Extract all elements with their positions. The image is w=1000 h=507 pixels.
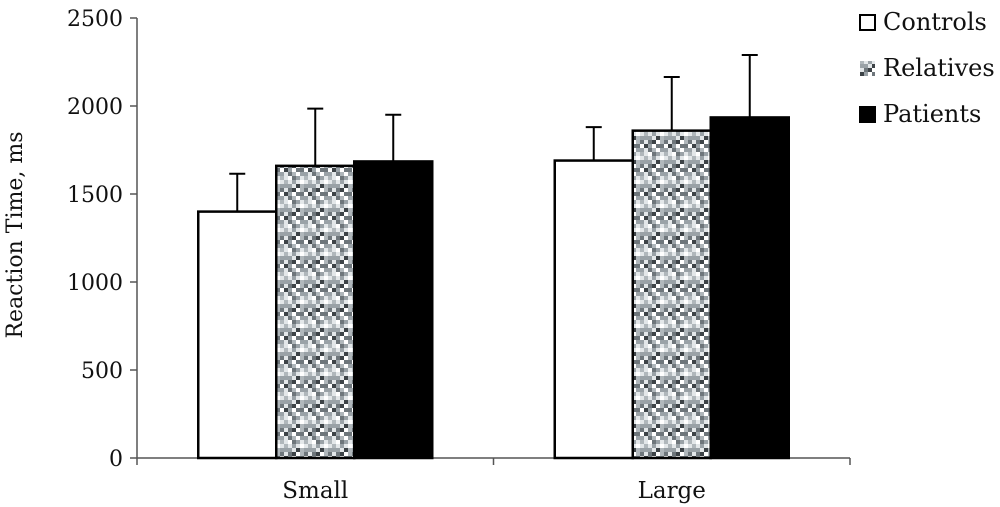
x-category-label: Small bbox=[282, 478, 348, 504]
bars-group: Small Large bbox=[197, 53, 790, 504]
y-tick-label: 0 bbox=[109, 447, 123, 472]
bar-patients-large bbox=[709, 116, 790, 460]
legend: Controls Relatives Patients bbox=[859, 8, 995, 128]
bar-patients-small bbox=[353, 160, 434, 460]
legend-label-relatives: Relatives bbox=[883, 54, 995, 82]
legend-swatch-patients bbox=[859, 106, 876, 123]
legend-label-patients: Patients bbox=[883, 100, 981, 128]
y-axis-title: Reaction Time, ms bbox=[3, 131, 28, 338]
bar-controls-small bbox=[197, 210, 278, 460]
y-tick-label: 2500 bbox=[67, 7, 123, 32]
legend-label-controls: Controls bbox=[883, 8, 987, 36]
legend-swatch-controls bbox=[859, 14, 876, 31]
y-tick-label: 2000 bbox=[67, 95, 123, 120]
y-tick-label: 1500 bbox=[67, 183, 123, 208]
bar-relatives-large bbox=[631, 129, 712, 460]
bar-controls-large bbox=[553, 159, 634, 460]
bar-relatives-small bbox=[275, 164, 356, 460]
x-category-label: Large bbox=[638, 478, 706, 504]
y-tick-label: 1000 bbox=[67, 271, 123, 296]
y-tick-label: 500 bbox=[81, 359, 123, 384]
legend-swatch-relatives bbox=[860, 61, 875, 76]
